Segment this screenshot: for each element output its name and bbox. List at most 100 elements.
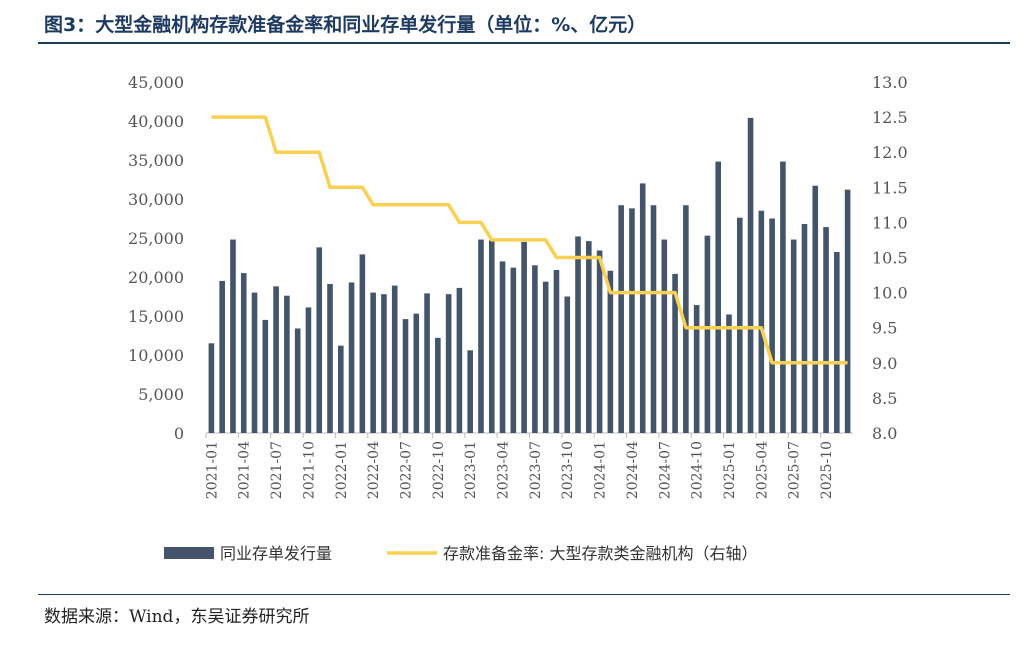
bar-2023-12: [586, 241, 592, 433]
x-tick-label: 2022-10: [431, 441, 447, 499]
bar-2022-12: [456, 287, 463, 433]
y-right-tick-label: 12.5: [872, 108, 908, 127]
bar-2024-04: [629, 208, 635, 433]
y-right-tick-label: 8.5: [872, 389, 897, 408]
y-right-tick-label: 10.5: [872, 249, 908, 268]
x-tick-label: 2021-04: [237, 441, 253, 499]
bar-2022-07: [402, 319, 409, 433]
y-right-tick-label: 8.0: [872, 424, 897, 443]
y-left-tick-label: 10,000: [128, 346, 184, 365]
bar-2023-09: [553, 269, 560, 433]
bar-2023-02: [478, 239, 484, 433]
y-right-tick-label: 12.0: [872, 143, 908, 162]
bar-2021-07: [273, 286, 279, 433]
bar-2022-06: [391, 285, 398, 433]
bar-2024-02: [607, 270, 614, 433]
y-left-tick-label: 5,000: [138, 385, 184, 404]
y-right-tick-label: 10.0: [872, 284, 908, 303]
y-left-tick-label: 15,000: [128, 307, 184, 326]
x-tick-label: 2023-07: [528, 441, 544, 499]
bar-2021-05: [251, 292, 258, 433]
x-tick-label: 2021-01: [204, 441, 220, 499]
bar-2021-04: [240, 273, 247, 433]
bar-2023-06: [521, 241, 527, 433]
x-tick-label: 2022-01: [334, 441, 350, 499]
bar-2021-09: [294, 328, 301, 433]
bar-2022-09: [424, 293, 430, 433]
bar-2023-05: [510, 267, 517, 433]
source-note: 数据来源：Wind，东吴证券研究所: [44, 607, 310, 627]
x-tick-label: 2025-01: [722, 441, 738, 499]
bar-2022-04: [370, 292, 376, 433]
bar-2025-05: [769, 218, 775, 433]
bar-2023-11: [575, 236, 581, 433]
bar-2022-08: [413, 313, 420, 433]
bar-2025-07: [790, 239, 797, 433]
bar-2022-11: [445, 294, 452, 433]
bar-2025-06: [780, 161, 786, 433]
x-tick-label: 2022-07: [398, 441, 414, 499]
y-left-tick-label: 20,000: [128, 268, 184, 287]
title-rule: [38, 42, 1010, 44]
x-tick-label: 2023-01: [463, 441, 479, 499]
bar-2025-11: [834, 252, 840, 433]
x-tick-label: 2022-04: [366, 441, 382, 499]
y-right-tick-label: 9.0: [872, 354, 897, 373]
bar-2025-04: [758, 210, 765, 433]
bar-2024-10: [693, 305, 700, 433]
legend-bar-swatch: [164, 547, 214, 559]
x-tick-label: 2025-04: [754, 441, 770, 499]
bar-2025-09: [812, 185, 819, 433]
bar-2023-07: [532, 265, 538, 433]
y-right-tick-label: 9.5: [872, 319, 897, 338]
x-tick-label: 2024-04: [625, 441, 641, 499]
legend-line-label: 存款准备金率: 大型存款类金融机构（右轴）: [443, 544, 757, 563]
bar-2024-05: [639, 183, 646, 433]
bar-2024-11: [704, 235, 711, 433]
bar-2024-06: [650, 205, 657, 433]
bar-2021-02: [219, 280, 225, 433]
bar-2022-05: [381, 294, 387, 433]
bar-2025-03: [747, 117, 754, 433]
source-rule: [38, 594, 1010, 595]
bar-2022-10: [435, 337, 441, 433]
x-tick-label: 2021-07: [269, 441, 285, 499]
y-left-tick-label: 45,000: [128, 73, 184, 92]
chart-title: 图3：大型金融机构存款准备金率和同业存单发行量（单位：%、亿元）: [44, 14, 647, 36]
bar-2024-01: [596, 250, 603, 433]
bar-2025-10: [823, 227, 829, 433]
x-tick-label: 2025-10: [819, 441, 835, 499]
bar-2021-01: [208, 343, 215, 433]
bar-2023-04: [499, 261, 506, 433]
bar-2024-12: [715, 161, 722, 433]
bar-2022-01: [337, 345, 344, 433]
rrr-line: [211, 115, 848, 365]
x-tick-label: 2023-10: [560, 441, 576, 499]
y-right-tick-label: 13.0: [872, 73, 908, 92]
y-left-tick-label: 30,000: [128, 190, 184, 209]
bar-2021-12: [327, 284, 333, 433]
bar-2021-11: [316, 247, 323, 433]
x-tick-label: 2021-10: [301, 441, 317, 499]
bar-2021-08: [284, 295, 290, 433]
y-left-tick-label: 35,000: [128, 151, 184, 170]
bar-2021-03: [230, 239, 236, 433]
x-tick-label: 2024-10: [690, 441, 706, 499]
x-tick-label: 2024-01: [593, 441, 609, 499]
bar-2025-08: [801, 223, 808, 433]
legend-bar-label: 同业存单发行量: [220, 544, 332, 563]
bar-2021-06: [262, 319, 269, 433]
bar-2025-02: [736, 217, 743, 433]
y-right-tick-label: 11.5: [872, 178, 908, 197]
bar-2024-07: [661, 239, 668, 433]
y-right-tick-label: 11.0: [872, 213, 908, 232]
bar-2024-08: [672, 273, 678, 433]
bar-2025-01: [726, 314, 732, 433]
bar-2023-10: [564, 296, 571, 433]
x-tick-label: 2024-07: [657, 441, 673, 499]
bar-2024-09: [683, 205, 689, 433]
bar-2022-03: [359, 254, 366, 433]
y-left-tick-label: 40,000: [128, 112, 184, 131]
bar-2023-08: [542, 281, 549, 433]
